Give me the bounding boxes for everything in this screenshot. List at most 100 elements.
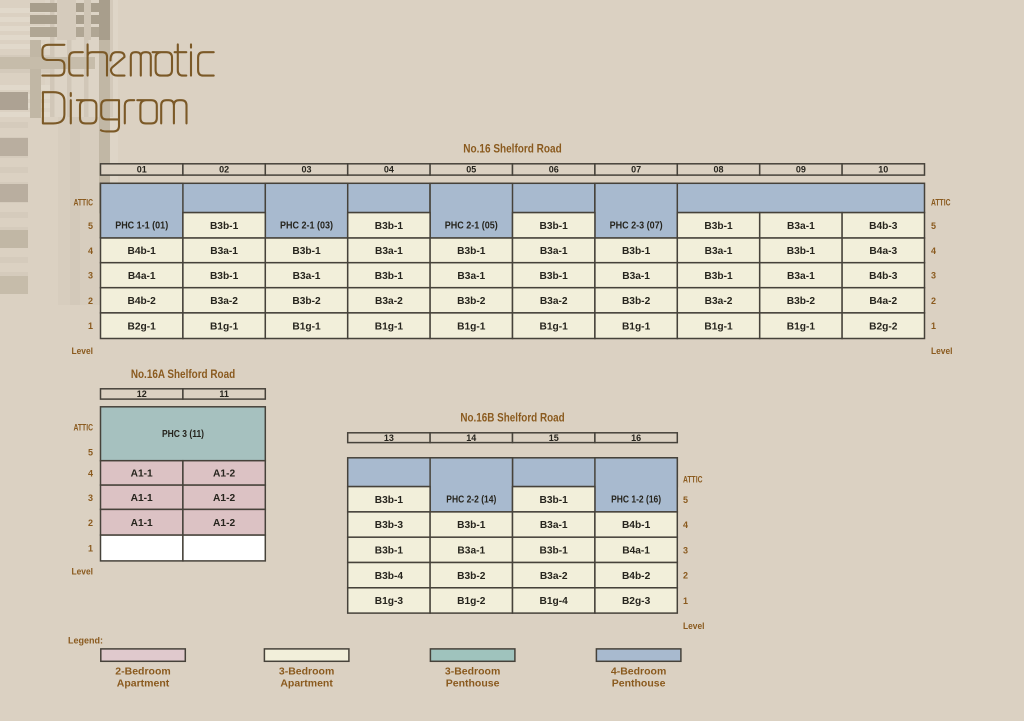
svg-text:15: 15: [549, 433, 559, 443]
svg-text:B1g-1: B1g-1: [210, 321, 239, 332]
svg-text:4: 4: [88, 246, 93, 256]
svg-text:B3b-2: B3b-2: [292, 296, 321, 307]
svg-text:B3b-1: B3b-1: [704, 271, 733, 282]
svg-text:2: 2: [88, 296, 93, 306]
svg-text:B3b-1: B3b-1: [210, 271, 239, 282]
svg-text:2: 2: [931, 296, 936, 306]
svg-text:01: 01: [137, 165, 147, 175]
svg-text:B3b-4: B3b-4: [375, 571, 404, 582]
svg-text:Level: Level: [683, 621, 705, 631]
svg-text:5: 5: [683, 495, 688, 505]
svg-text:A1-2: A1-2: [213, 493, 235, 504]
svg-text:B3b-1: B3b-1: [540, 546, 569, 557]
svg-text:05: 05: [466, 165, 476, 175]
svg-text:ATTIC: ATTIC: [74, 198, 94, 208]
svg-text:B3a-2: B3a-2: [540, 296, 568, 307]
svg-text:B3a-1: B3a-1: [540, 246, 568, 257]
svg-text:B3a-1: B3a-1: [622, 271, 650, 282]
svg-text:10: 10: [878, 165, 888, 175]
svg-text:B1g-1: B1g-1: [622, 321, 651, 332]
svg-text:PHC 1-1 (01): PHC 1-1 (01): [115, 221, 168, 232]
svg-text:B1g-1: B1g-1: [787, 321, 816, 332]
svg-text:B3b-1: B3b-1: [787, 246, 816, 257]
svg-text:Legend:: Legend:: [68, 636, 103, 646]
svg-text:1: 1: [683, 596, 688, 606]
svg-text:B3a-1: B3a-1: [540, 520, 568, 531]
svg-text:09: 09: [796, 165, 806, 175]
svg-text:B1g-2: B1g-2: [457, 596, 486, 607]
svg-text:B3b-1: B3b-1: [540, 271, 569, 282]
svg-text:B4b-1: B4b-1: [622, 520, 651, 531]
svg-text:B3a-1: B3a-1: [457, 271, 485, 282]
svg-text:04: 04: [384, 165, 394, 175]
svg-text:B1g-3: B1g-3: [375, 596, 404, 607]
svg-text:B3b-2: B3b-2: [622, 296, 651, 307]
svg-text:5: 5: [88, 448, 93, 458]
svg-text:B2g-3: B2g-3: [622, 596, 651, 607]
svg-text:B4b-2: B4b-2: [128, 296, 157, 307]
svg-text:B3a-2: B3a-2: [540, 571, 568, 582]
svg-text:3: 3: [88, 271, 93, 281]
svg-text:2-Bedroom: 2-Bedroom: [115, 665, 170, 677]
svg-text:11: 11: [219, 389, 229, 399]
svg-text:4-Bedroom: 4-Bedroom: [611, 665, 666, 677]
svg-text:B3b-1: B3b-1: [457, 246, 486, 257]
svg-text:ATTIC: ATTIC: [931, 198, 951, 208]
svg-text:3: 3: [88, 493, 93, 503]
svg-text:B3a-1: B3a-1: [457, 546, 485, 557]
svg-text:B3b-1: B3b-1: [292, 246, 321, 257]
svg-text:B3a-1: B3a-1: [705, 246, 733, 257]
svg-text:B3a-1: B3a-1: [787, 221, 815, 232]
svg-text:06: 06: [549, 165, 559, 175]
svg-text:07: 07: [631, 165, 641, 175]
svg-text:B3b-1: B3b-1: [457, 520, 486, 531]
svg-text:16: 16: [631, 433, 641, 443]
svg-text:5: 5: [931, 221, 936, 231]
svg-text:ATTIC: ATTIC: [74, 423, 94, 433]
svg-text:B3a-2: B3a-2: [210, 296, 238, 307]
svg-text:B3b-1: B3b-1: [375, 271, 404, 282]
svg-text:B3a-1: B3a-1: [375, 246, 403, 257]
svg-text:B3b-1: B3b-1: [375, 495, 404, 506]
svg-text:Penthouse: Penthouse: [612, 677, 666, 689]
svg-text:B3a-1: B3a-1: [787, 271, 815, 282]
svg-text:B2g-1: B2g-1: [128, 321, 157, 332]
svg-text:B1g-1: B1g-1: [457, 321, 486, 332]
svg-text:B3a-2: B3a-2: [705, 296, 733, 307]
svg-text:13: 13: [384, 433, 394, 443]
svg-text:B3a-2: B3a-2: [375, 296, 403, 307]
svg-text:14: 14: [466, 433, 476, 443]
svg-text:2: 2: [88, 518, 93, 528]
svg-text:1: 1: [88, 321, 93, 331]
svg-text:3-Bedroom: 3-Bedroom: [445, 665, 500, 677]
svg-text:B4a-1: B4a-1: [128, 271, 156, 282]
svg-text:B3b-1: B3b-1: [375, 546, 404, 557]
svg-text:Level: Level: [72, 346, 94, 356]
svg-text:B3b-1: B3b-1: [704, 221, 733, 232]
svg-text:B3b-1: B3b-1: [540, 495, 569, 506]
svg-text:B3b-1: B3b-1: [540, 221, 569, 232]
svg-text:3: 3: [683, 545, 688, 555]
svg-text:4: 4: [931, 246, 936, 256]
svg-text:B3b-2: B3b-2: [457, 296, 486, 307]
svg-text:B4b-2: B4b-2: [622, 571, 651, 582]
svg-text:Level: Level: [931, 346, 953, 356]
svg-text:B4b-3: B4b-3: [869, 271, 898, 282]
svg-text:PHC 2-3 (07): PHC 2-3 (07): [610, 221, 663, 232]
svg-text:PHC 2-1 (05): PHC 2-1 (05): [445, 221, 498, 232]
svg-text:4: 4: [88, 469, 93, 479]
svg-text:3: 3: [931, 271, 936, 281]
svg-text:B1g-1: B1g-1: [704, 321, 733, 332]
svg-text:3-Bedroom: 3-Bedroom: [279, 665, 334, 677]
svg-text:Penthouse: Penthouse: [446, 677, 500, 689]
svg-text:B3a-1: B3a-1: [210, 246, 238, 257]
svg-text:B3b-2: B3b-2: [457, 571, 486, 582]
svg-text:B4b-1: B4b-1: [128, 246, 157, 257]
svg-text:B3b-1: B3b-1: [375, 221, 404, 232]
svg-text:B4a-3: B4a-3: [869, 246, 897, 257]
svg-text:B4b-3: B4b-3: [869, 221, 898, 232]
svg-text:B1g-1: B1g-1: [292, 321, 321, 332]
svg-text:B3a-1: B3a-1: [293, 271, 321, 282]
svg-text:B4a-2: B4a-2: [869, 296, 897, 307]
svg-text:B1g-1: B1g-1: [375, 321, 404, 332]
